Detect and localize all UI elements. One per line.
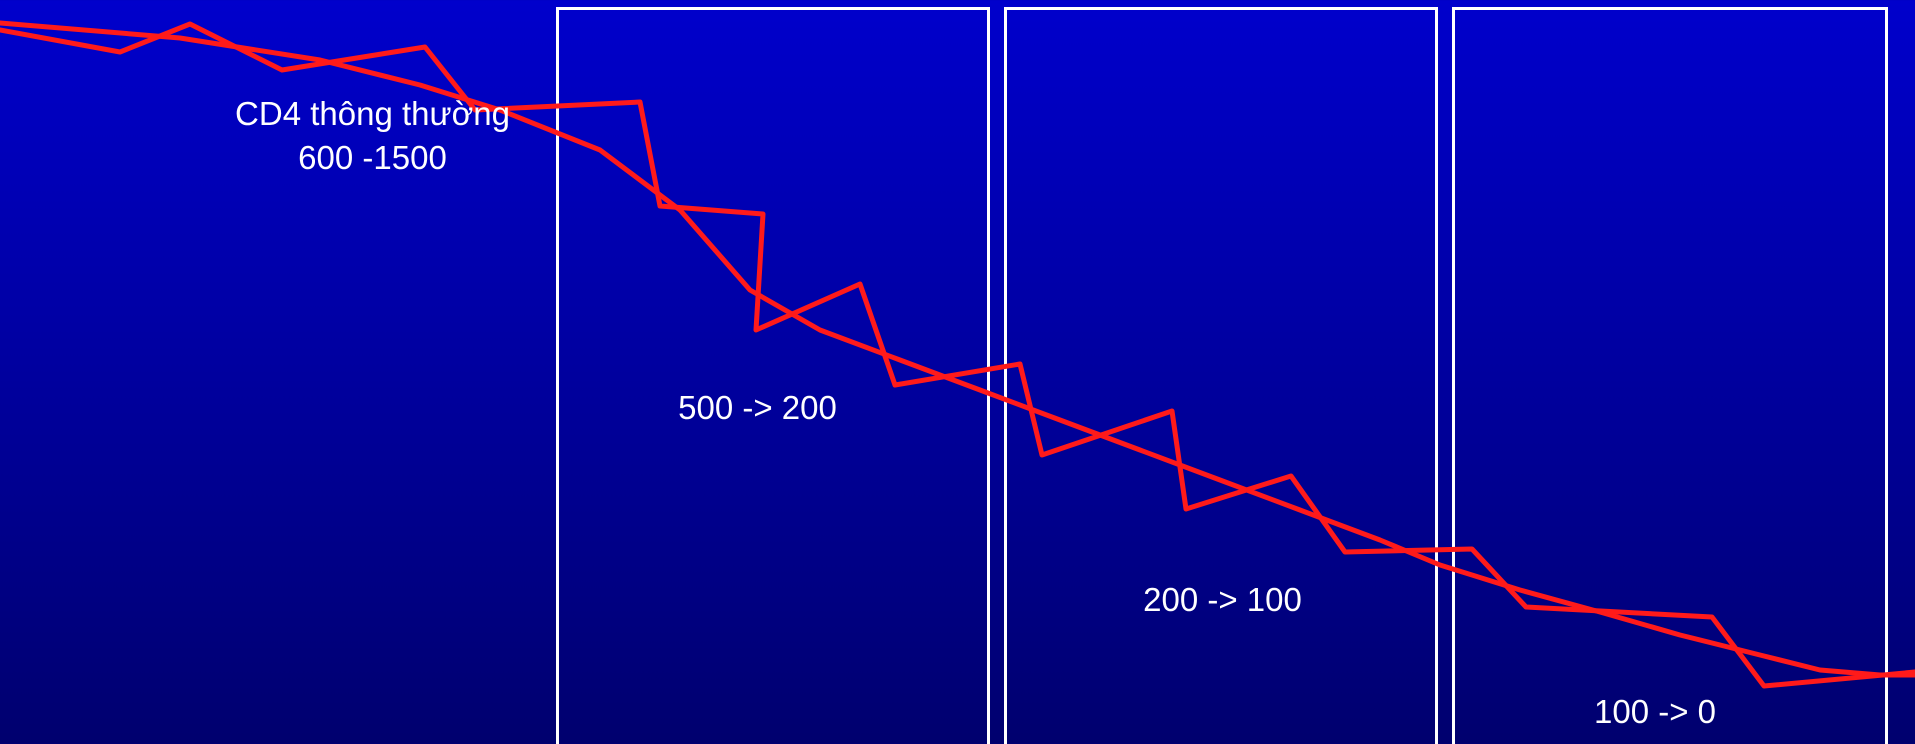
stage-label-normal: CD4 thông thường 600 -1500	[200, 92, 545, 180]
stage-box-500-200	[556, 7, 990, 744]
stage-label-200-100: 200 -> 100	[1143, 581, 1302, 618]
stage-label-normal-range: 600 -1500	[298, 139, 447, 176]
stage-box-100-0	[1452, 7, 1888, 744]
stage-label-500-200: 500 -> 200	[678, 389, 837, 426]
stage-label-100-0: 100 -> 0	[1593, 693, 1716, 730]
stage-label-normal-title: CD4 thông thường	[235, 95, 510, 132]
stage-box-200-100	[1004, 7, 1438, 744]
